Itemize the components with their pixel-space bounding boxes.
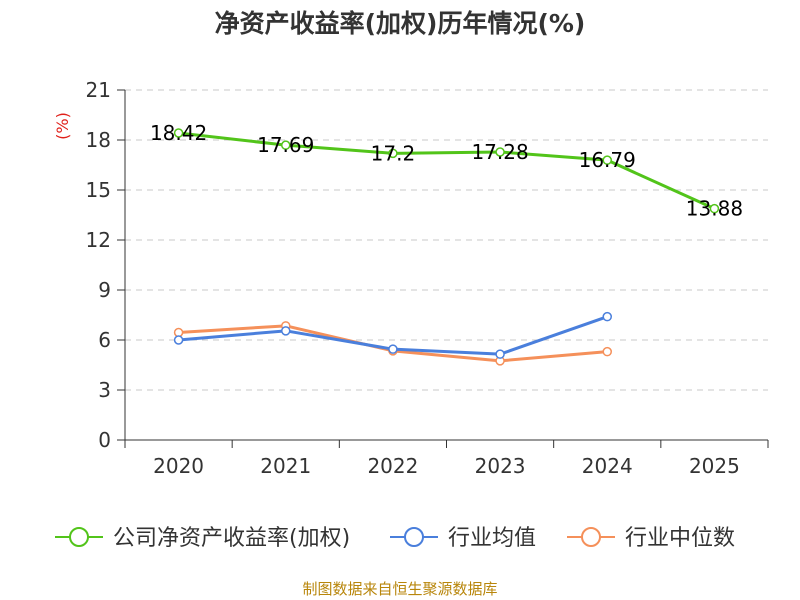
x-tick-label: 2020 <box>153 454 204 478</box>
data-point <box>173 335 184 345</box>
y-tick-label: 15 <box>86 178 111 202</box>
legend-marker <box>69 527 89 547</box>
data-point <box>388 344 398 354</box>
data-point <box>281 140 291 150</box>
data-labels: 18.42 17.69 17.2 17.28 16.79 13.88 <box>150 121 743 221</box>
data-point <box>602 311 612 322</box>
grid-lines <box>125 89 768 391</box>
x-tick-label: 2023 <box>475 454 526 478</box>
legend-marker <box>404 527 424 547</box>
y-tick-label: 21 <box>86 78 111 102</box>
series-lines <box>173 128 720 366</box>
chart-title: 净资产收益率(加权)历年情况(%) <box>215 9 586 38</box>
y-tick-label: 3 <box>98 378 111 402</box>
series-line <box>178 131 716 211</box>
data-point <box>709 203 720 214</box>
data-point <box>495 349 505 359</box>
y-tick-label: 18 <box>86 128 111 152</box>
data-label: 17.69 <box>257 133 314 157</box>
legend: 公司净资产收益率(加权) 行业均值 行业中位数 <box>55 526 735 551</box>
legend-label: 行业均值 <box>448 526 536 551</box>
y-tick-label: 6 <box>98 328 111 352</box>
data-point <box>602 346 612 357</box>
x-tick-label: 2025 <box>689 454 740 478</box>
axes: 0 3 6 9 12 15 18 21 2020 2021 2022 2023 2024 2025 <box>86 78 769 478</box>
y-tick-label: 9 <box>98 278 111 302</box>
data-point <box>281 326 291 336</box>
legend-label: 行业中位数 <box>625 526 735 551</box>
data-label: 13.88 <box>686 197 743 221</box>
x-tick-label: 2024 <box>582 454 633 478</box>
y-tick-label: 0 <box>98 428 111 452</box>
data-label: 17.2 <box>371 141 416 165</box>
source-note: 制图数据来自恒生聚源数据库 <box>302 580 497 598</box>
y-axis-unit: (%) <box>53 112 72 140</box>
x-tick-label: 2021 <box>260 454 311 478</box>
data-point <box>388 148 398 159</box>
data-label: 17.28 <box>471 140 528 164</box>
legend-label: 公司净资产收益率(加权) <box>113 526 350 551</box>
data-label: 18.42 <box>150 121 207 145</box>
data-point <box>173 128 184 138</box>
legend-marker <box>581 527 601 547</box>
data-label: 16.79 <box>579 148 636 172</box>
data-point <box>495 147 505 157</box>
y-tick-label: 12 <box>86 228 111 252</box>
x-tick-label: 2022 <box>367 454 418 478</box>
data-point <box>602 155 612 165</box>
